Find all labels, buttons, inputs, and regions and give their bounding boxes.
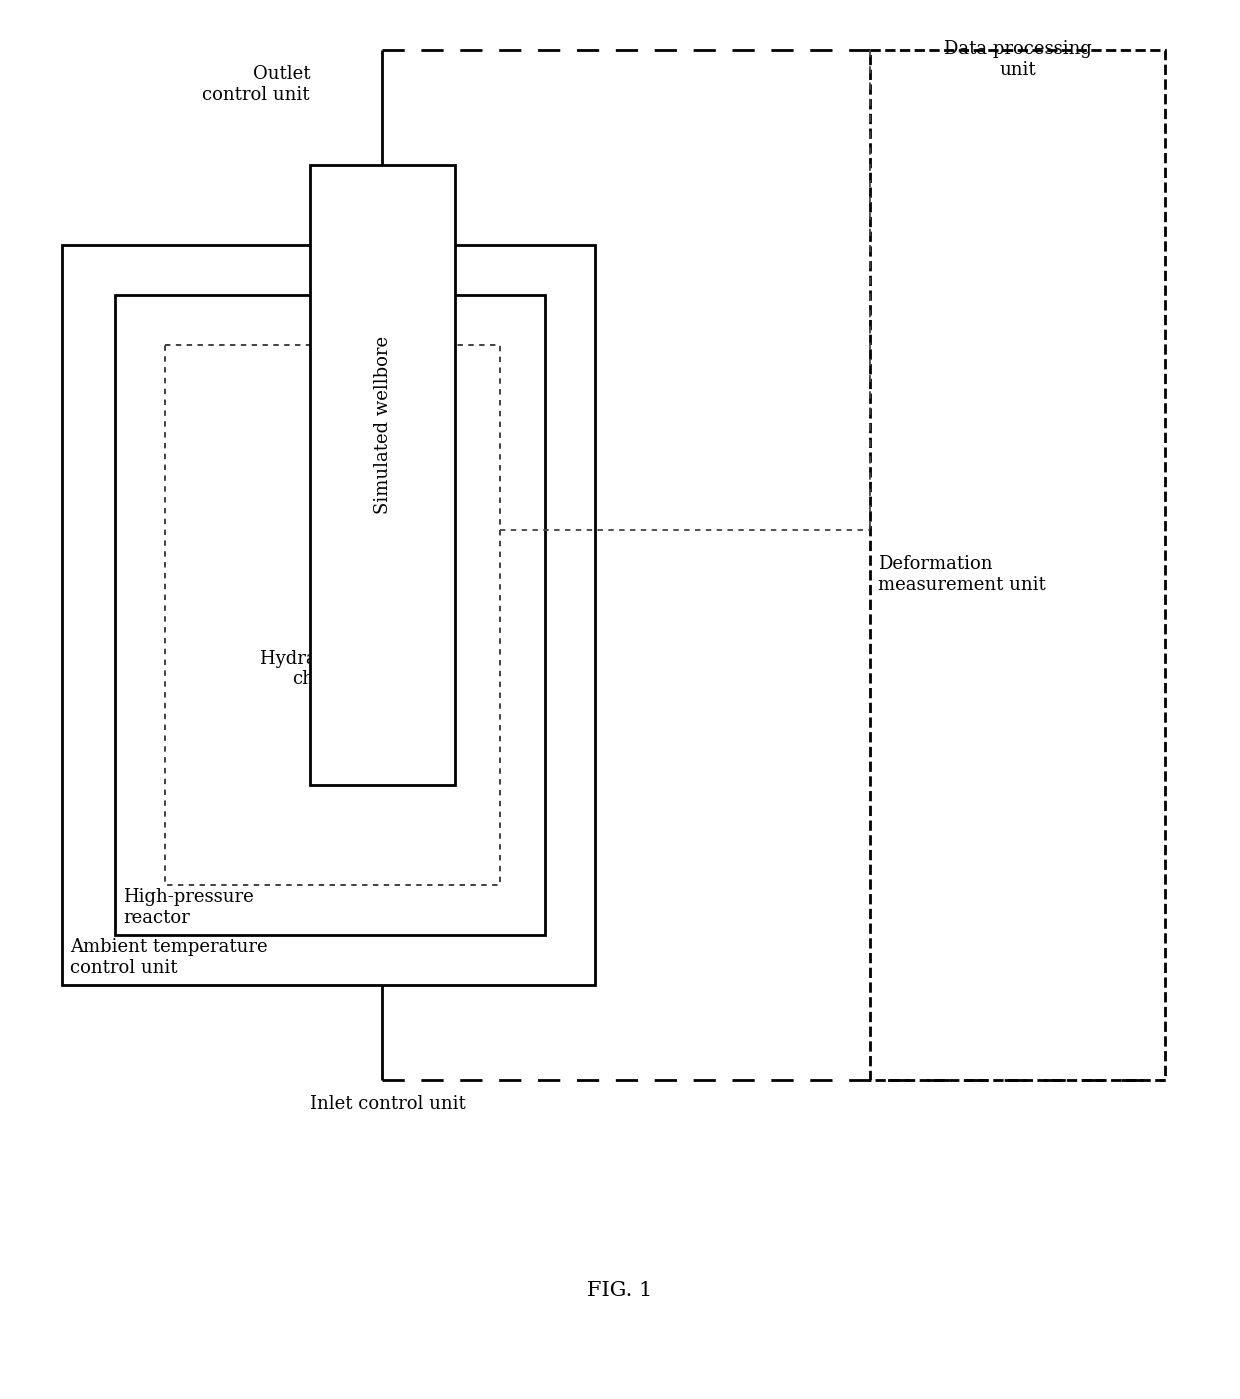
Text: Hydrate sample
chamber: Hydrate sample chamber	[260, 649, 405, 688]
Text: Simulated wellbore: Simulated wellbore	[373, 336, 392, 515]
Text: Data processing
unit: Data processing unit	[944, 41, 1092, 78]
Bar	[310, 165, 455, 785]
Text: Deformation
measurement unit: Deformation measurement unit	[878, 555, 1045, 593]
Bar	[115, 295, 546, 935]
Bar	[62, 245, 595, 985]
Bar	[870, 50, 1166, 1080]
Text: FIG. 1: FIG. 1	[588, 1280, 652, 1300]
Text: Inlet control unit: Inlet control unit	[310, 1095, 466, 1114]
Text: High-pressure
reactor: High-pressure reactor	[123, 888, 254, 928]
Text: Outlet
control unit: Outlet control unit	[202, 64, 310, 104]
Bar	[165, 346, 500, 886]
Text: Ambient temperature
control unit: Ambient temperature control unit	[69, 939, 268, 977]
